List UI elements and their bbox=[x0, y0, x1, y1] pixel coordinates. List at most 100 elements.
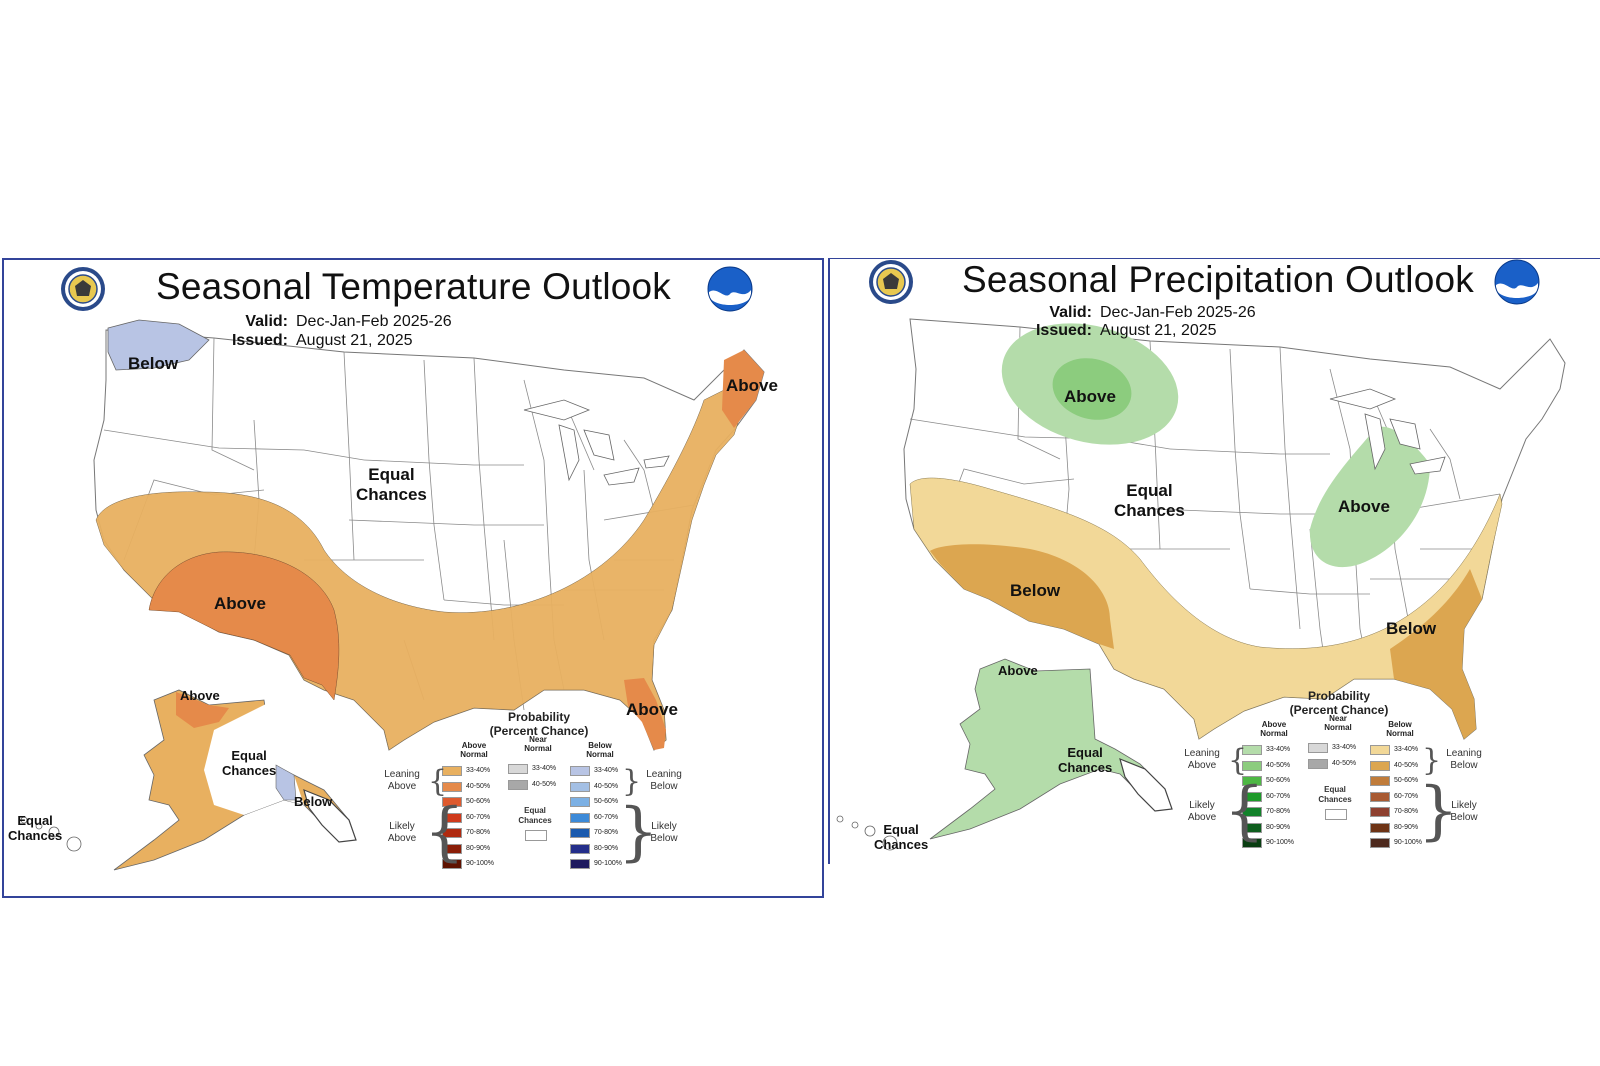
legend-likely-above-1: Likely bbox=[1189, 800, 1215, 811]
legend-above-range-0: 33-40% bbox=[466, 767, 491, 774]
temp-label-alaska-2: Chances bbox=[222, 763, 277, 778]
legend-above-swatch-4 bbox=[1242, 807, 1262, 817]
legend-leaning-below-2: Below bbox=[650, 781, 678, 792]
legend-near-swatch-0 bbox=[1308, 743, 1328, 753]
temp-issued: Issued: August 21, 2025 bbox=[226, 331, 413, 350]
legend-likely-below-2: Below bbox=[1450, 812, 1478, 823]
legend-leaning-below-2: Below bbox=[1450, 760, 1478, 771]
temp-above-lean-region bbox=[95, 389, 745, 751]
temp-above-4050-southwest bbox=[148, 551, 340, 701]
precip-label-alaska-2: Chances bbox=[1058, 760, 1113, 775]
temp-label-central-1: Equal bbox=[368, 465, 415, 484]
legend-near-range-0: 33-40% bbox=[1332, 744, 1357, 751]
legend-below-hdr-1: Below bbox=[1388, 720, 1412, 729]
legend-near-swatch-0 bbox=[508, 764, 528, 774]
legend-equal-1: Equal bbox=[1324, 785, 1346, 794]
temp-label-alaska-north: Above bbox=[180, 688, 220, 703]
precip-issued-label: Issued: bbox=[1035, 322, 1092, 339]
precipitation-map-graphic bbox=[836, 318, 1566, 851]
legend-below-hdr-2: Normal bbox=[1386, 729, 1414, 738]
precip-label-alaska-center: Equal Chances bbox=[1058, 745, 1112, 775]
legend-above-range-6: 90-100% bbox=[1266, 839, 1295, 846]
legend-below-swatch-5 bbox=[1370, 822, 1390, 833]
legend-title-1: Probability bbox=[1307, 689, 1370, 703]
legend-near-range-1: 40-50% bbox=[1332, 759, 1357, 767]
temp-label-hawaii-2: Chances bbox=[8, 828, 63, 843]
alaska-below bbox=[275, 764, 297, 801]
temp-issued-label: Issued: bbox=[231, 332, 288, 349]
commerce-seal-icon-precip bbox=[868, 259, 914, 305]
legend-equal-2: Chances bbox=[1318, 795, 1352, 804]
temp-valid-value: Dec-Jan-Feb 2025-26 bbox=[296, 313, 452, 330]
legend-above-swatch-3 bbox=[1242, 791, 1262, 802]
legend-likely-below-1: Likely bbox=[1451, 800, 1477, 811]
temp-label-hawaii-1: Equal bbox=[17, 813, 53, 828]
legend-below-swatch-0 bbox=[570, 766, 590, 776]
legend-above-swatch-3 bbox=[442, 812, 462, 823]
temp-above-4050-florida bbox=[624, 678, 666, 750]
precip-label-central: Equal Chances bbox=[1114, 481, 1185, 521]
legend-brace-left-2: { bbox=[424, 795, 465, 869]
temp-valid-label: Valid: bbox=[245, 313, 288, 330]
legend-title-2: (Percent Chance) bbox=[489, 724, 589, 738]
precip-label-central-1: Equal bbox=[1126, 481, 1173, 500]
legend-below-range-0: 33-40% bbox=[1394, 746, 1419, 753]
alaska-panhandle-precip bbox=[1119, 757, 1173, 812]
temp-label-northwest: Below bbox=[128, 354, 179, 373]
temp-label-hawaii: Equal Chances bbox=[8, 813, 62, 843]
legend-title-1: Probability bbox=[507, 710, 570, 724]
legend-near-hdr-1: Near bbox=[529, 735, 547, 744]
legend-above-hdr-2: Normal bbox=[460, 750, 488, 759]
precip-issued: Issued: August 21, 2025 bbox=[1030, 321, 1217, 340]
precip-legend: Probability (Percent Chance) Above Normal Ne… bbox=[1174, 689, 1494, 854]
precip-label-ohio: Above bbox=[1338, 497, 1390, 516]
legend-above-range-5: 80-90% bbox=[1266, 823, 1291, 831]
legend-title-2: (Percent Chance) bbox=[1289, 703, 1389, 717]
legend-above-range-3: 60-70% bbox=[1266, 792, 1291, 800]
precip-label-southwest: Below bbox=[1010, 581, 1061, 600]
precip-label-hawaii-1: Equal bbox=[883, 822, 919, 837]
legend-above-hdr-1: Above bbox=[461, 741, 487, 750]
legend-brace-right-2: } bbox=[618, 795, 659, 869]
legend-above-hdr-2: Normal bbox=[1260, 729, 1288, 738]
legend-leaning-below-1: Leaning bbox=[646, 769, 682, 780]
legend-leaning-above-2: Above bbox=[1187, 760, 1217, 771]
legend-below-hdr-2: Normal bbox=[586, 750, 614, 759]
commerce-seal-icon bbox=[60, 266, 106, 312]
legend-above-range-5: 80-90% bbox=[466, 844, 491, 852]
temp-below-northwest bbox=[107, 319, 210, 371]
legend-below-hdr-1: Below bbox=[588, 741, 612, 750]
alaska-above-4050 bbox=[176, 692, 229, 728]
precip-label-hawaii: Equal Chances bbox=[874, 822, 928, 852]
legend-brace-left-1: { bbox=[1228, 743, 1248, 778]
legend-above-range-4: 70-80% bbox=[1266, 808, 1291, 815]
legend-above-swatch-1 bbox=[1242, 760, 1262, 771]
legend-near-hdr-2: Normal bbox=[524, 744, 552, 753]
legend-leaning-above-1: Leaning bbox=[384, 769, 420, 780]
legend-below-range-2: 50-60% bbox=[594, 798, 619, 805]
temp-label-florida: Above bbox=[626, 700, 678, 719]
noaa-logo-icon bbox=[707, 266, 753, 312]
legend-below-range-3: 60-70% bbox=[594, 813, 619, 821]
legend-below-swatch-0 bbox=[1370, 745, 1390, 755]
legend-leaning-below-1: Leaning bbox=[1446, 748, 1482, 759]
legend-brace-left-1: { bbox=[428, 764, 448, 799]
legend-below-range-4: 70-80% bbox=[1394, 808, 1419, 815]
legend-below-swatch-6 bbox=[570, 859, 590, 869]
precip-below-lean-region bbox=[909, 477, 1503, 740]
legend-below-range-1: 40-50% bbox=[1394, 761, 1419, 769]
hawaii-islands bbox=[20, 816, 82, 852]
legend-likely-above-2: Above bbox=[387, 833, 417, 844]
legend-leaning-above-2: Above bbox=[387, 781, 417, 792]
legend-above-swatch-0 bbox=[442, 766, 462, 776]
precip-below-4050-southwest bbox=[930, 544, 1114, 649]
legend-below-range-1: 40-50% bbox=[594, 782, 619, 790]
legend-below-swatch-3 bbox=[570, 812, 590, 823]
legend-below-range-5: 80-90% bbox=[594, 844, 619, 852]
legend-below-range-4: 70-80% bbox=[594, 829, 619, 836]
precip-label-alaska-1: Equal bbox=[1067, 745, 1103, 760]
legend-above-range-2: 50-60% bbox=[1266, 777, 1291, 784]
hawaii-islands-precip bbox=[836, 815, 898, 851]
legend-below-swatch-5 bbox=[570, 843, 590, 854]
legend-above-range-2: 50-60% bbox=[466, 798, 491, 805]
